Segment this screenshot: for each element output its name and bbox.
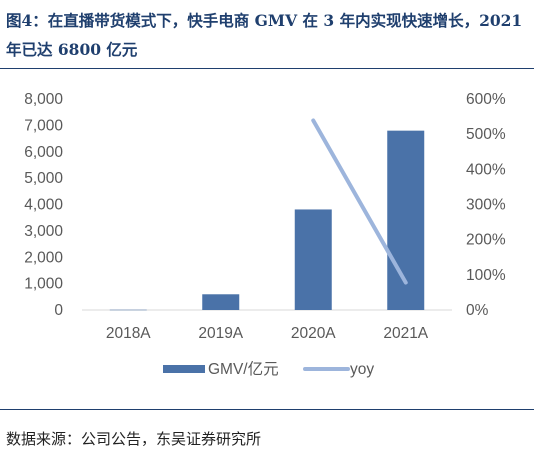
right-tick-label: 0% [466,302,489,319]
right-tick-label: 100% [466,267,506,284]
legend-label-yoy: yoy [350,361,374,378]
gmv-bars [109,130,425,311]
legend: GMV/亿元 yoy [163,360,374,378]
right-tick-label: 500% [466,126,506,143]
right-tick-label: 300% [466,197,506,214]
yoy-line-group [311,118,408,285]
legend-swatch-gmv [163,365,205,373]
footer-divider [0,409,534,410]
x-tick-label: 2020A [291,325,336,342]
left-tick-label: 5,000 [24,170,63,187]
legend-label-gmv: GMV/亿元 [208,360,279,378]
x-tick-label: 2021A [383,325,428,342]
yoy-line [311,118,408,285]
right-tick-label: 600% [466,91,506,108]
gmv-bar [109,309,147,311]
left-tick-label: 7,000 [24,117,63,134]
right-tick-label: 400% [466,161,506,178]
left-tick-label: 8,000 [24,91,63,108]
right-axis: 0% 100% 200% 300% 400% 500% 600% [466,91,506,319]
left-tick-label: 6,000 [24,144,63,161]
chart-title: 图4：在直播带货模式下，快手电商 GMV 在 3 年内实现快速增长，2021 年… [6,11,523,59]
left-tick-label: 3,000 [24,223,63,240]
right-tick-label: 200% [466,232,506,249]
chart-canvas: 0 1,000 2,000 3,000 4,000 5,000 6,000 7,000 8,00… [24,91,506,378]
x-axis: 2018A 2019A 2020A 2021A [106,325,429,342]
left-tick-label: 0 [54,302,63,319]
gmv-bar [202,294,240,310]
x-tick-label: 2019A [198,325,243,342]
source-note: 数据来源：公司公告，东吴证券研究所 [6,430,262,448]
left-tick-label: 1,000 [24,276,63,293]
left-tick-label: 2,000 [24,249,63,266]
left-axis: 0 1,000 2,000 3,000 4,000 5,000 6,000 7,000 8,00… [24,91,63,319]
x-tick-label: 2018A [106,325,151,342]
title-divider [0,68,534,69]
left-tick-label: 4,000 [24,197,63,214]
gmv-bar [294,209,332,310]
